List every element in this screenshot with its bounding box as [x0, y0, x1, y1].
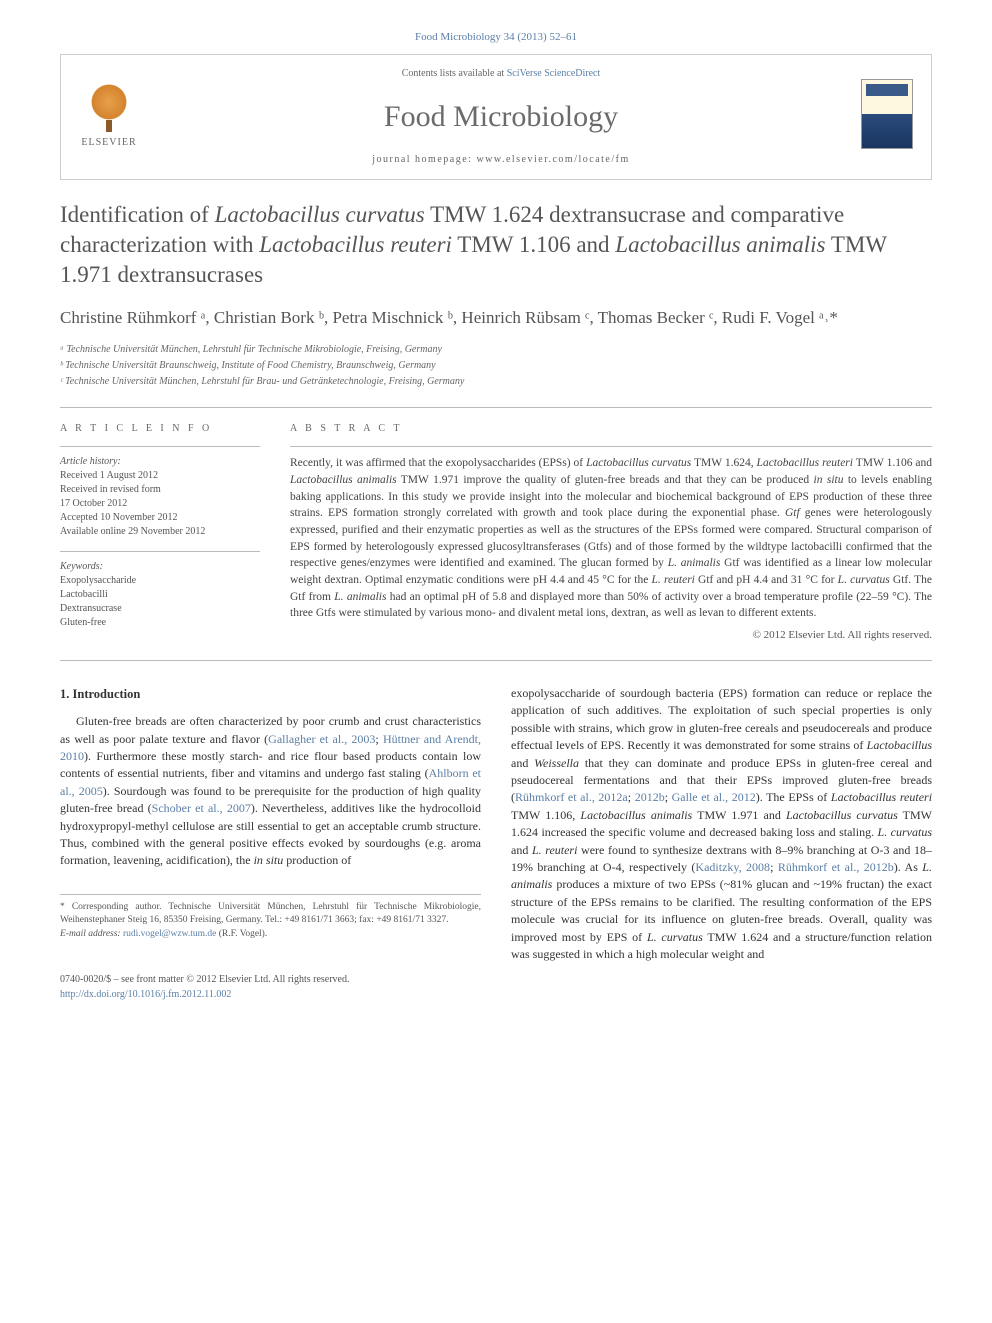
contents-prefix: Contents lists available at — [402, 68, 507, 79]
history-label: Article history: — [60, 455, 260, 469]
intro-paragraph-right: exopolysaccharide of sourdough bacteria … — [511, 685, 932, 963]
issn-line: 0740-0020/$ – see front matter © 2012 El… — [60, 973, 932, 988]
journal-banner: ELSEVIER Contents lists available at Sci… — [60, 54, 932, 181]
affiliations: ᵃ Technische Universität München, Lehrst… — [60, 342, 932, 389]
divider — [60, 660, 932, 661]
divider — [290, 446, 932, 447]
introduction-heading: 1. Introduction — [60, 685, 481, 703]
sciencedirect-link[interactable]: SciVerse ScienceDirect — [507, 68, 601, 79]
publisher-name: ELSEVIER — [79, 136, 139, 151]
article-history: Received 1 August 2012Received in revise… — [60, 469, 260, 539]
divider — [60, 551, 260, 552]
article-info-label: A R T I C L E I N F O — [60, 422, 260, 437]
homepage-url[interactable]: www.elsevier.com/locate/fm — [476, 154, 629, 165]
elsevier-tree-icon — [79, 82, 139, 132]
journal-homepage-line: journal homepage: www.elsevier.com/locat… — [159, 153, 843, 168]
abstract-label: A B S T R A C T — [290, 422, 932, 437]
abstract-text: Recently, it was affirmed that the exopo… — [290, 455, 932, 622]
divider — [60, 446, 260, 447]
contents-available-line: Contents lists available at SciVerse Sci… — [159, 67, 843, 82]
email-label: E-mail address: — [60, 929, 121, 939]
footer-bar: 0740-0020/$ – see front matter © 2012 El… — [60, 973, 932, 1002]
doi-link[interactable]: http://dx.doi.org/10.1016/j.fm.2012.11.0… — [60, 988, 932, 1003]
publisher-logo: ELSEVIER — [79, 82, 159, 152]
journal-citation: Food Microbiology 34 (2013) 52–61 — [60, 30, 932, 46]
corresponding-author-note: * Corresponding author. Technische Unive… — [60, 901, 481, 929]
keywords-label: Keywords: — [60, 560, 260, 574]
copyright-line: © 2012 Elsevier Ltd. All rights reserved… — [290, 628, 932, 644]
author-list: Christine Rühmkorf ᵃ, Christian Bork ᵇ, … — [60, 306, 932, 330]
email-line: E-mail address: rudi.vogel@wzw.tum.de (R… — [60, 928, 481, 942]
email-address[interactable]: rudi.vogel@wzw.tum.de — [123, 929, 216, 939]
article-title: Identification of Lactobacillus curvatus… — [60, 200, 932, 290]
journal-brand-name: Food Microbiology — [159, 95, 843, 139]
homepage-prefix: journal homepage: — [372, 154, 476, 165]
email-suffix: (R.F. Vogel). — [219, 929, 268, 939]
journal-cover-thumbnail — [861, 79, 913, 149]
keywords-list: ExopolysaccharideLactobacilliDextransucr… — [60, 574, 260, 630]
intro-paragraph-left: Gluten-free breads are often characteriz… — [60, 713, 481, 870]
